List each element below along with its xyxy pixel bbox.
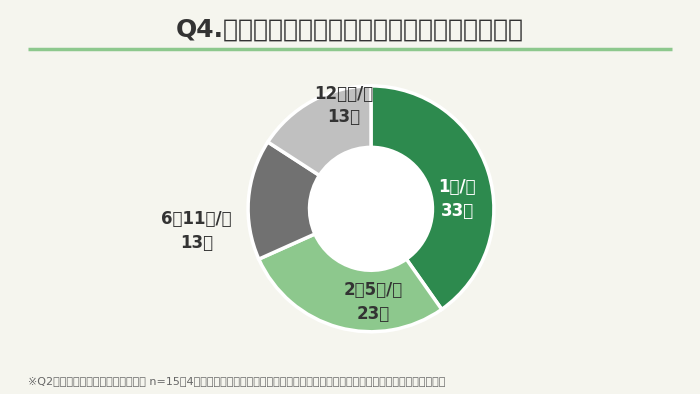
Text: Q4.頻度別に来院事業者の人数をお答えください: Q4.頻度別に来院事業者の人数をお答えください xyxy=(176,18,524,42)
Wedge shape xyxy=(371,86,494,309)
Text: ※Q2で「はい」と答えた病院が対象 n=15　4つの頻度別に来院事業者の人数を回答（複数回答）事業者の可能性がある人物も含む: ※Q2で「はい」と答えた病院が対象 n=15 4つの頻度別に来院事業者の人数を回… xyxy=(28,376,445,386)
Text: 12回〜/年
13人: 12回〜/年 13人 xyxy=(314,85,374,126)
Circle shape xyxy=(309,147,433,270)
Text: 6〜11回/年
13人: 6〜11回/年 13人 xyxy=(161,210,232,252)
Text: 2〜5回/年
23人: 2〜5回/年 23人 xyxy=(344,281,403,323)
Wedge shape xyxy=(268,86,371,175)
Text: 1回/年
33人: 1回/年 33人 xyxy=(438,178,476,220)
Wedge shape xyxy=(259,234,442,332)
Wedge shape xyxy=(248,142,319,259)
